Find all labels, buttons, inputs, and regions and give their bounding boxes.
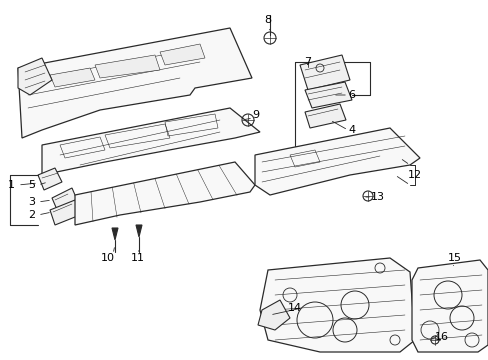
Polygon shape (95, 55, 160, 78)
Polygon shape (160, 44, 204, 65)
Polygon shape (305, 104, 346, 128)
Polygon shape (75, 162, 254, 225)
Polygon shape (18, 28, 251, 138)
Polygon shape (258, 300, 289, 330)
Text: 5: 5 (28, 180, 36, 190)
Text: 2: 2 (28, 210, 36, 220)
Text: 8: 8 (264, 15, 271, 25)
Text: 15: 15 (447, 253, 461, 263)
Polygon shape (299, 55, 349, 90)
Polygon shape (50, 200, 80, 225)
Polygon shape (52, 188, 78, 212)
Polygon shape (112, 228, 118, 240)
Text: 3: 3 (28, 197, 36, 207)
Text: 1: 1 (7, 180, 15, 190)
Polygon shape (260, 258, 414, 352)
Polygon shape (18, 58, 52, 95)
Text: 12: 12 (407, 170, 421, 180)
Text: 9: 9 (252, 110, 259, 120)
Polygon shape (50, 68, 95, 87)
Text: 16: 16 (434, 332, 448, 342)
Polygon shape (305, 82, 351, 108)
Polygon shape (38, 168, 62, 190)
Text: 6: 6 (348, 90, 355, 100)
Polygon shape (254, 128, 419, 195)
Text: 10: 10 (101, 253, 115, 263)
Polygon shape (42, 108, 260, 175)
Polygon shape (411, 260, 487, 352)
Text: 14: 14 (287, 303, 302, 313)
Text: 4: 4 (348, 125, 355, 135)
Text: 7: 7 (304, 57, 311, 67)
Text: 13: 13 (370, 192, 384, 202)
Polygon shape (136, 225, 142, 237)
Text: 11: 11 (131, 253, 145, 263)
